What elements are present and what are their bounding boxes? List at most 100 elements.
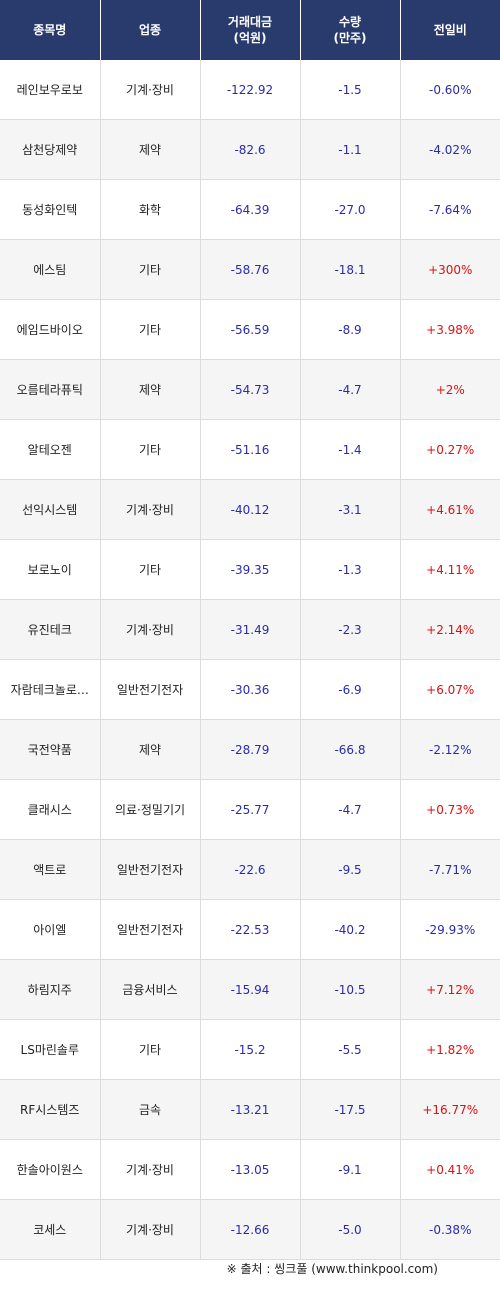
table-row: 클래시스 의료·정밀기기 -25.77 -4.7 +0.73% bbox=[0, 779, 500, 840]
change-cell: -29.93% bbox=[399, 899, 500, 960]
volume-cell: -1.3 bbox=[299, 539, 400, 600]
change-cell: +3.98% bbox=[399, 299, 500, 360]
source-note: ※ 출처 : 씽크풀 (www.thinkpool.com) bbox=[226, 1262, 438, 1276]
stock-name-cell: 하림지주 bbox=[0, 959, 100, 1020]
trade-amount-cell: -22.53 bbox=[199, 899, 300, 960]
sector-cell: 기타 bbox=[99, 239, 200, 300]
table-row: 유진테크 기계·장비 -31.49 -2.3 +2.14% bbox=[0, 599, 500, 660]
trade-amount-cell: -28.79 bbox=[199, 719, 300, 780]
volume-cell: -9.1 bbox=[299, 1139, 400, 1200]
change-cell: +300% bbox=[399, 239, 500, 300]
trade-amount-cell: -54.73 bbox=[199, 359, 300, 420]
header-amount: 거래대금 (억원) bbox=[199, 0, 300, 60]
change-cell: +1.82% bbox=[399, 1019, 500, 1080]
table-row: 하림지주 금융서비스 -15.94 -10.5 +7.12% bbox=[0, 959, 500, 1020]
volume-cell: -27.0 bbox=[299, 179, 400, 240]
trade-amount-cell: -30.36 bbox=[199, 659, 300, 720]
sector-cell: 화학 bbox=[99, 179, 200, 240]
stock-table: 종목명 업종 거래대금 (억원) 수량 (만주) 전일비 레인보우로보 기계·장비… bbox=[0, 0, 500, 1260]
stock-name-cell: 보로노이 bbox=[0, 539, 100, 600]
table-row: 알테오젠 기타 -51.16 -1.4 +0.27% bbox=[0, 419, 500, 480]
volume-cell: -1.5 bbox=[299, 60, 400, 120]
trade-amount-cell: -40.12 bbox=[199, 479, 300, 540]
header-volume-unit: (만주) bbox=[333, 31, 367, 45]
table-body: 레인보우로보 기계·장비 -122.92 -1.5 -0.60% 삼천당제약 제약 -82.6… bbox=[0, 60, 500, 1260]
sector-cell: 기계·장비 bbox=[99, 479, 200, 540]
trade-amount-cell: -15.2 bbox=[199, 1019, 300, 1080]
volume-cell: -18.1 bbox=[299, 239, 400, 300]
change-cell: +6.07% bbox=[399, 659, 500, 720]
table-row: 한솔아이원스 기계·장비 -13.05 -9.1 +0.41% bbox=[0, 1139, 500, 1200]
volume-cell: -5.5 bbox=[299, 1019, 400, 1080]
table-row: 액트로 일반전기전자 -22.6 -9.5 -7.71% bbox=[0, 839, 500, 900]
change-cell: -0.60% bbox=[399, 60, 500, 120]
table-row: 삼천당제약 제약 -82.6 -1.1 -4.02% bbox=[0, 119, 500, 180]
trade-amount-cell: -39.35 bbox=[199, 539, 300, 600]
header-change: 전일비 bbox=[399, 0, 500, 60]
stock-name-cell: 삼천당제약 bbox=[0, 119, 100, 180]
sector-cell: 일반전기전자 bbox=[99, 839, 200, 900]
sector-cell: 제약 bbox=[99, 119, 200, 180]
stock-name-cell: 유진테크 bbox=[0, 599, 100, 660]
volume-cell: -4.7 bbox=[299, 779, 400, 840]
header-amount-unit: (억원) bbox=[233, 31, 267, 45]
change-cell: +2% bbox=[399, 359, 500, 420]
stock-name-cell: LS마린솔루 bbox=[0, 1019, 100, 1080]
header-volume: 수량 (만주) bbox=[299, 0, 400, 60]
trade-amount-cell: -13.21 bbox=[199, 1079, 300, 1140]
trade-amount-cell: -22.6 bbox=[199, 839, 300, 900]
trade-amount-cell: -56.59 bbox=[199, 299, 300, 360]
sector-cell: 기계·장비 bbox=[99, 1199, 200, 1260]
volume-cell: -4.7 bbox=[299, 359, 400, 420]
change-cell: +0.41% bbox=[399, 1139, 500, 1200]
table-header-row: 종목명 업종 거래대금 (억원) 수량 (만주) 전일비 bbox=[0, 0, 500, 60]
table-row: 자람테크놀로… 일반전기전자 -30.36 -6.9 +6.07% bbox=[0, 659, 500, 720]
stock-name-cell: 자람테크놀로… bbox=[0, 659, 100, 720]
sector-cell: 금속 bbox=[99, 1079, 200, 1140]
sector-cell: 의료·정밀기기 bbox=[99, 779, 200, 840]
trade-amount-cell: -12.66 bbox=[199, 1199, 300, 1260]
trade-amount-cell: -13.05 bbox=[199, 1139, 300, 1200]
change-cell: +7.12% bbox=[399, 959, 500, 1020]
sector-cell: 기계·장비 bbox=[99, 1139, 200, 1200]
sector-cell: 기타 bbox=[99, 299, 200, 360]
sector-cell: 기타 bbox=[99, 1019, 200, 1080]
change-cell: +0.27% bbox=[399, 419, 500, 480]
volume-cell: -1.1 bbox=[299, 119, 400, 180]
sector-cell: 금융서비스 bbox=[99, 959, 200, 1020]
stock-name-cell: 레인보우로보 bbox=[0, 60, 100, 120]
sector-cell: 일반전기전자 bbox=[99, 899, 200, 960]
stock-name-cell: 오름테라퓨틱 bbox=[0, 359, 100, 420]
change-cell: -7.64% bbox=[399, 179, 500, 240]
change-cell: +0.73% bbox=[399, 779, 500, 840]
stock-name-cell: 아이엘 bbox=[0, 899, 100, 960]
stock-name-cell: 알테오젠 bbox=[0, 419, 100, 480]
sector-cell: 기타 bbox=[99, 539, 200, 600]
table-row: 선익시스템 기계·장비 -40.12 -3.1 +4.61% bbox=[0, 479, 500, 540]
sector-cell: 제약 bbox=[99, 359, 200, 420]
change-cell: +4.11% bbox=[399, 539, 500, 600]
stock-name-cell: 선익시스템 bbox=[0, 479, 100, 540]
volume-cell: -8.9 bbox=[299, 299, 400, 360]
volume-cell: -6.9 bbox=[299, 659, 400, 720]
volume-cell: -66.8 bbox=[299, 719, 400, 780]
trade-amount-cell: -25.77 bbox=[199, 779, 300, 840]
stock-name-cell: RF시스템즈 bbox=[0, 1079, 100, 1140]
change-cell: +16.77% bbox=[399, 1079, 500, 1140]
trade-amount-cell: -122.92 bbox=[199, 60, 300, 120]
volume-cell: -1.4 bbox=[299, 419, 400, 480]
change-cell: -7.71% bbox=[399, 839, 500, 900]
header-name: 종목명 bbox=[0, 0, 100, 60]
table-row: 레인보우로보 기계·장비 -122.92 -1.5 -0.60% bbox=[0, 60, 500, 120]
volume-cell: -5.0 bbox=[299, 1199, 400, 1260]
stock-name-cell: 동성화인텍 bbox=[0, 179, 100, 240]
table-row: 동성화인텍 화학 -64.39 -27.0 -7.64% bbox=[0, 179, 500, 240]
change-cell: -2.12% bbox=[399, 719, 500, 780]
volume-cell: -40.2 bbox=[299, 899, 400, 960]
sector-cell: 일반전기전자 bbox=[99, 659, 200, 720]
header-sector: 업종 bbox=[99, 0, 200, 60]
table-row: 국전약품 제약 -28.79 -66.8 -2.12% bbox=[0, 719, 500, 780]
sector-cell: 기계·장비 bbox=[99, 60, 200, 120]
sector-cell: 기타 bbox=[99, 419, 200, 480]
